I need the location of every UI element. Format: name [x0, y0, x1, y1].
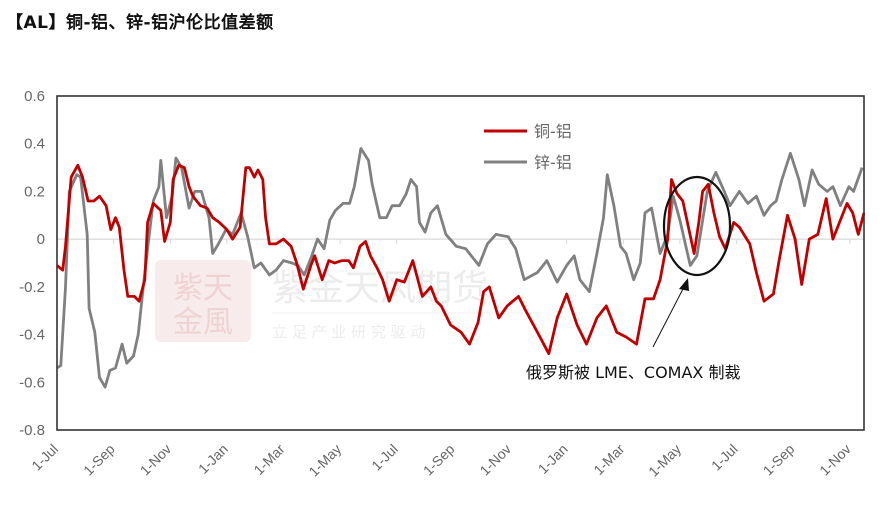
x-tick-label: 1-Mar	[590, 441, 627, 478]
y-tick-label: -0.2	[19, 279, 45, 296]
x-tick-label: 1-Jan	[535, 441, 571, 477]
x-tick-label: 1-Sep	[80, 441, 118, 479]
y-axis: 0.6 0.4 0.2 0 -0.2 -0.4 -0.6 -0.8	[19, 88, 45, 439]
x-tick-label: 1-Jul	[708, 441, 741, 474]
y-tick-label: -0.6	[19, 374, 45, 391]
x-tick-label: 1-May	[645, 441, 684, 480]
y-tick-label: -0.8	[19, 422, 45, 439]
x-tick-label: 1-Jul	[28, 441, 61, 474]
watermark-slogan: 立 足 产 业 研 究 驱 动	[272, 323, 425, 341]
series-lines	[56, 147, 866, 389]
watermark-logo-box	[155, 260, 251, 342]
annotation-text: 俄罗斯被 LME、COMAX 制裁	[526, 363, 740, 382]
x-tick-label: 1-Nov	[816, 441, 854, 479]
annotation-arrow-head	[679, 278, 689, 291]
x-tick-label: 1-Jul	[368, 441, 401, 474]
chart-title: 【AL】铜-铝、锌-铝沪伦比值差额	[6, 13, 274, 33]
y-tick-label: 0.6	[24, 88, 45, 105]
x-tick-label: 1-Nov	[137, 441, 175, 479]
x-tick-label: 1-Nov	[476, 441, 514, 479]
y-tick-label: -0.4	[19, 327, 45, 344]
series-line-zinc-aluminum	[56, 147, 864, 389]
y-tick-label: 0.2	[24, 183, 45, 200]
x-tick-label: 1-Mar	[250, 441, 287, 478]
annotation-ellipse	[662, 175, 732, 277]
x-tick-label: 1-Sep	[420, 441, 458, 479]
y-tick-label: 0.4	[24, 136, 45, 153]
x-tick-label: 1-Jan	[195, 441, 231, 477]
plot-frame	[56, 95, 865, 431]
legend-label-copper: 铜-铝	[534, 122, 572, 141]
series-line-copper-aluminum	[56, 163, 866, 356]
annotation-arrow-line	[652, 286, 685, 348]
y-tick-label: 0	[37, 231, 45, 248]
watermark: 紫天 金風 紫金天风期货 立 足 产 业 研 究 驱 动	[155, 260, 540, 342]
x-tick-label: 1-May	[305, 441, 344, 480]
legend: 铜-铝 锌-铝	[484, 122, 572, 172]
x-tick-label: 1-Sep	[760, 441, 798, 479]
annotation: 俄罗斯被 LME、COMAX 制裁	[526, 175, 740, 382]
watermark-logo: 紫天	[173, 271, 233, 306]
legend-label-zinc: 锌-铝	[534, 153, 572, 172]
watermark-logo-2: 金風	[173, 305, 233, 340]
